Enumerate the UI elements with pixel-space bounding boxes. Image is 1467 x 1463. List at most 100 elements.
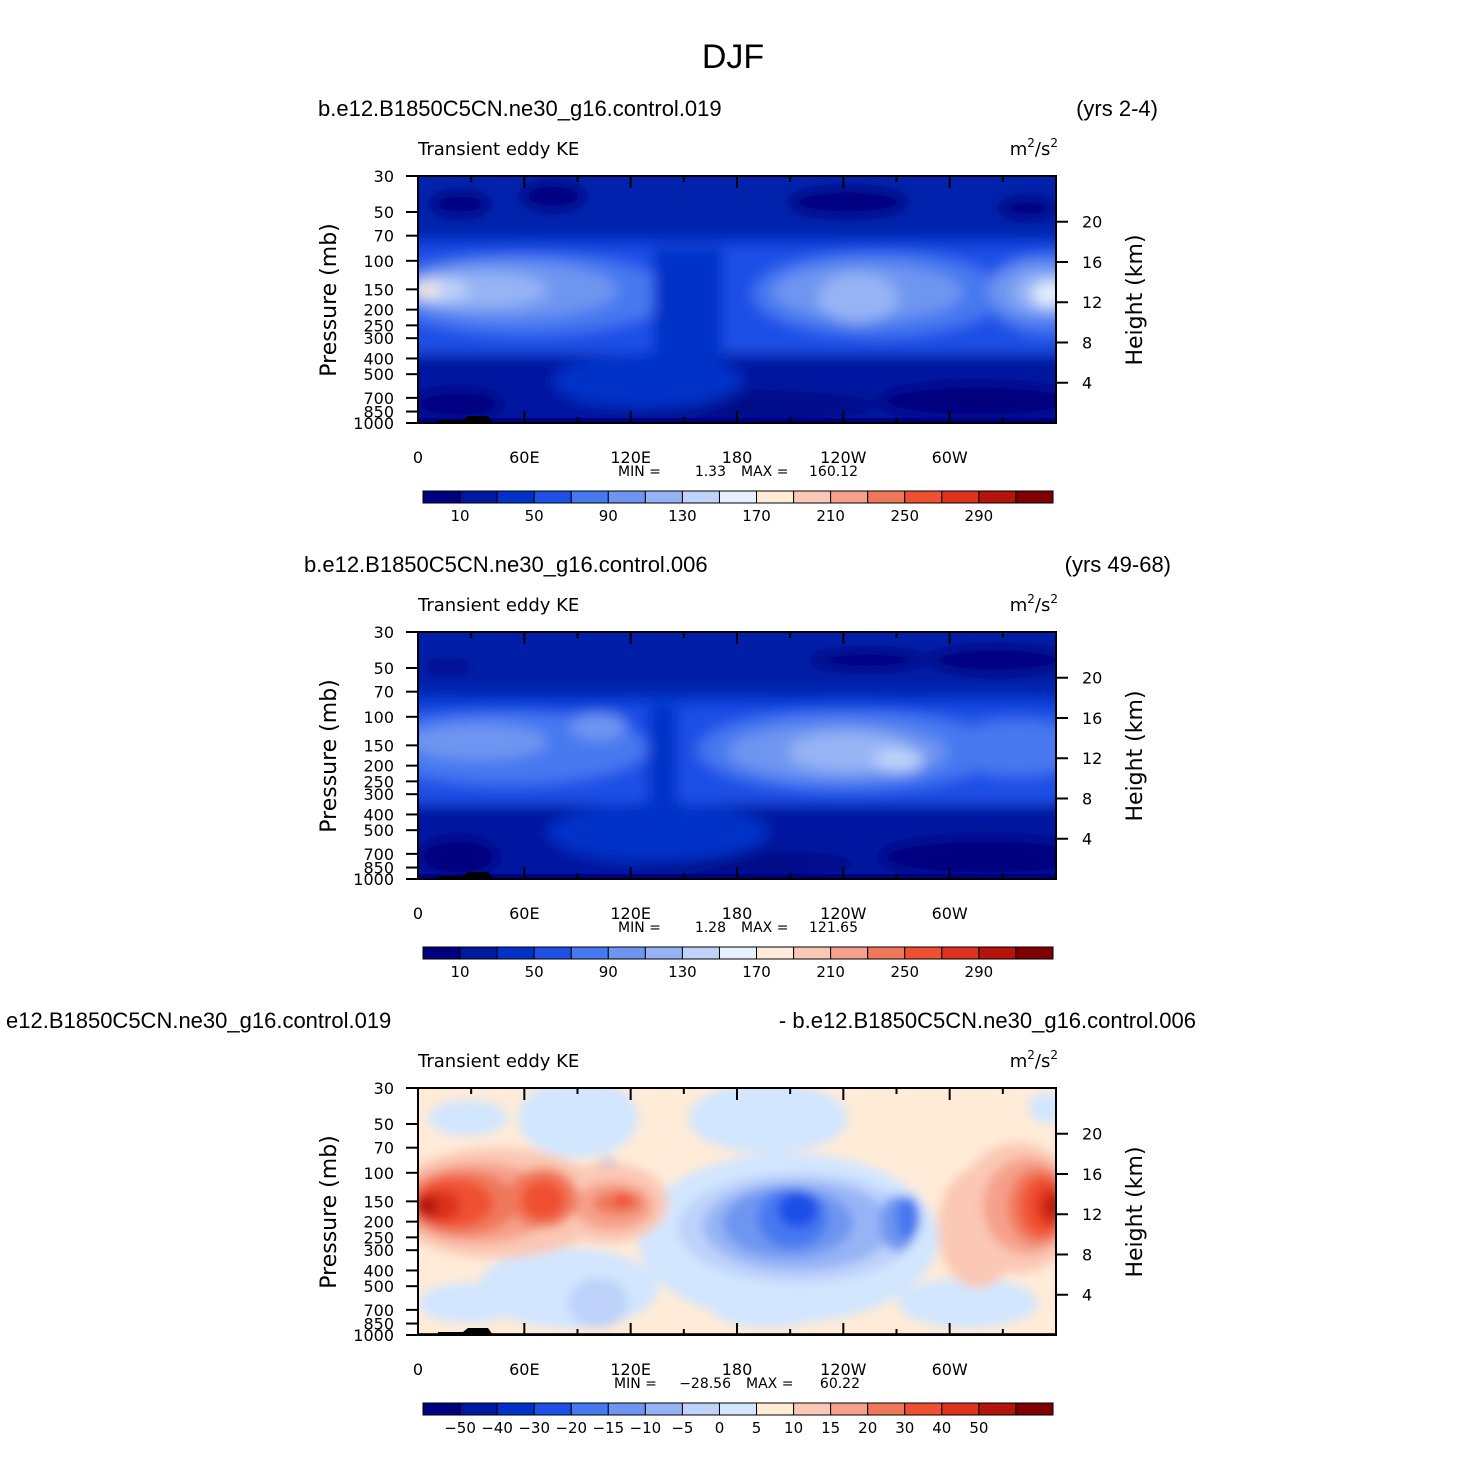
colorbar-swatch <box>904 1402 943 1416</box>
y-tick-label: 400 <box>363 349 394 368</box>
y-axis-label: Pressure (mb) <box>317 223 342 377</box>
colorbar-swatch <box>793 946 832 960</box>
height-axis-label: Height (km) <box>1123 1146 1148 1277</box>
y-tick-label: 850 <box>363 1315 394 1334</box>
height-tick-label: 8 <box>1082 1245 1092 1264</box>
height-tick-label: 16 <box>1082 709 1102 728</box>
panel-difference: e12.B1850C5CN.ne30_g16.control.019 - b.e… <box>6 1008 1196 1437</box>
y-tick-label: 400 <box>363 1261 394 1280</box>
colorbar-swatch <box>830 1402 869 1416</box>
topography-mask <box>438 872 493 879</box>
colorbar-swatch <box>941 490 980 504</box>
x-tick-label: 60W <box>932 1360 968 1379</box>
max-value: 121.65 <box>809 920 858 936</box>
x-tick-label: 180 <box>722 448 753 467</box>
y-tick-label: 700 <box>363 845 394 864</box>
colorbar-swatch <box>607 490 646 504</box>
variable-label: Transient eddy KE <box>417 139 579 160</box>
colorbar-swatch <box>793 490 832 504</box>
height-tick-label: 12 <box>1082 293 1102 312</box>
x-tick-label: 60E <box>509 1360 539 1379</box>
colorbar-swatch <box>867 1402 906 1416</box>
colorbar-swatch <box>459 1402 498 1416</box>
y-tick-label: 850 <box>363 403 394 422</box>
y-tick-label: 30 <box>374 167 394 186</box>
colorbar-label: −5 <box>671 1419 693 1437</box>
y-tick-label: 300 <box>363 1241 394 1260</box>
y-tick-label: 300 <box>363 329 394 348</box>
colorbar-swatch <box>607 1402 646 1416</box>
colorbar-swatch <box>978 946 1017 960</box>
height-tick-label: 8 <box>1082 789 1092 808</box>
x-tick-label: 60W <box>932 448 968 467</box>
y-tick-label: 250 <box>363 772 394 791</box>
case-label-right: - b.e12.B1850C5CN.ne30_g16.control.006 <box>779 1008 1196 1033</box>
colorbar-swatch <box>904 946 943 960</box>
colorbar-label: 250 <box>890 963 919 981</box>
x-tick-label: 120W <box>820 1360 867 1379</box>
colorbar-swatch <box>718 1402 758 1416</box>
height-tick-label: 20 <box>1082 1125 1102 1144</box>
y-tick-label: 250 <box>363 316 394 335</box>
colorbar: −50 −40 −30 −20 −15 −10 −5 0 5 10 15 20 30 40 50 <box>422 1402 1054 1437</box>
colorbar-label: 5 <box>752 1419 762 1437</box>
colorbar-swatch <box>422 490 461 504</box>
max-label: MAX = <box>741 464 788 480</box>
colorbar-label: −40 <box>481 1419 513 1437</box>
x-tick-label: 120W <box>820 448 867 467</box>
y-tick-label: 700 <box>363 1301 394 1320</box>
units-label: m2/s2 <box>1010 592 1058 616</box>
y-tick-label: 300 <box>363 785 394 804</box>
colorbar: 10 50 90 130 170 210 250 290 <box>422 946 1054 981</box>
case-label: e12.B1850C5CN.ne30_g16.control.019 <box>6 1008 391 1033</box>
colorbar-swatch <box>644 1402 683 1416</box>
colorbar-swatch <box>978 1402 1017 1416</box>
y-tick-label: 200 <box>363 301 394 320</box>
colorbar-label: 50 <box>525 963 544 981</box>
max-value: 160.12 <box>809 464 858 480</box>
x-axis: 0 60E 120E 180 120W 60W <box>413 632 1057 923</box>
y-axis-label: Pressure (mb) <box>317 1135 342 1289</box>
colorbar-swatch <box>756 1402 795 1416</box>
x-tick-label: 0 <box>413 1360 423 1379</box>
colorbar-swatch <box>1015 1402 1054 1416</box>
contour-field <box>418 176 1056 423</box>
y-tick-label: 50 <box>374 659 394 678</box>
colorbar-swatch <box>1015 490 1054 504</box>
years-label: (yrs 2-4) <box>1076 96 1158 121</box>
y-tick-label: 200 <box>363 1213 394 1232</box>
colorbar-swatch <box>793 1402 832 1416</box>
colorbar-label: 290 <box>965 507 994 525</box>
x-tick-label: 180 <box>722 904 753 923</box>
colorbar-swatch <box>904 490 943 504</box>
colorbar-swatch <box>570 946 609 960</box>
height-axis-label: Height (km) <box>1123 234 1148 365</box>
height-axis: 20 16 12 8 4 <box>1056 213 1102 393</box>
colorbar-label: 20 <box>858 1419 877 1437</box>
variable-label: Transient eddy KE <box>417 1051 579 1072</box>
height-tick-label: 8 <box>1082 333 1092 352</box>
height-tick-label: 20 <box>1082 669 1102 688</box>
colorbar-label: 250 <box>890 507 919 525</box>
colorbar-swatch <box>681 1402 720 1416</box>
colorbar-swatch <box>941 1402 980 1416</box>
colorbar-swatch <box>644 490 683 504</box>
panel-test: b.e12.B1850C5CN.ne30_g16.control.019 (yr… <box>317 96 1158 525</box>
y-tick-label: 1000 <box>353 1326 394 1345</box>
colorbar-swatch <box>830 490 869 504</box>
y-tick-label: 50 <box>374 203 394 222</box>
y-tick-label: 150 <box>363 736 394 755</box>
colorbar-label: 210 <box>816 963 845 981</box>
colorbar-swatch <box>644 946 683 960</box>
colorbar-swatch <box>570 490 609 504</box>
colorbar-swatch <box>867 490 906 504</box>
x-tick-label: 180 <box>722 1360 753 1379</box>
colorbar-swatch <box>978 490 1017 504</box>
case-label: b.e12.B1850C5CN.ne30_g16.control.006 <box>304 552 708 577</box>
colorbar-label: 50 <box>525 507 544 525</box>
case-label: b.e12.B1850C5CN.ne30_g16.control.019 <box>318 96 722 121</box>
colorbar-label: 10 <box>451 963 470 981</box>
